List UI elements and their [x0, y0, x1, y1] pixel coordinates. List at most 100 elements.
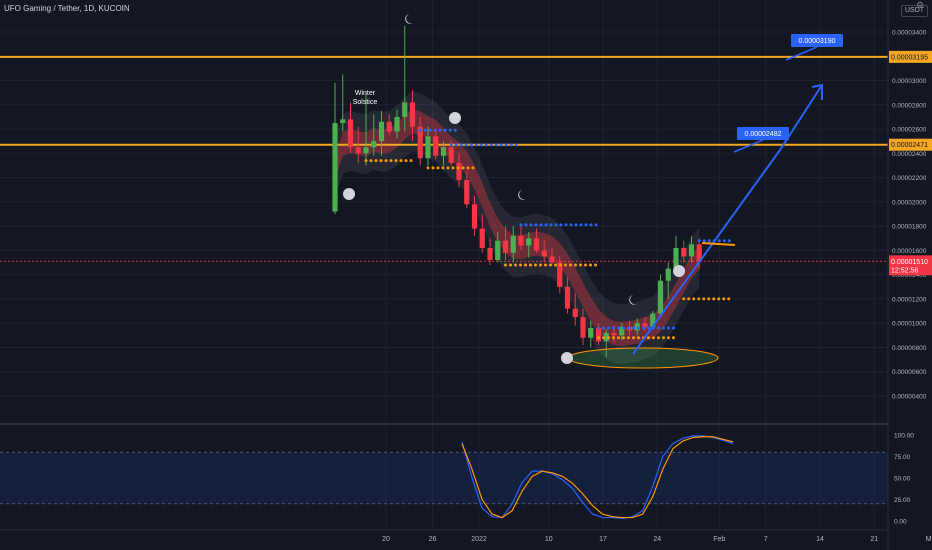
supertrend-dot — [449, 143, 453, 147]
time-axis[interactable]: 20 26 2022 10 17 24 Feb 7 14 21 M — [0, 529, 932, 543]
candle-body — [363, 147, 369, 154]
supertrend-dot — [594, 223, 598, 227]
price-axis[interactable]: 0.000034000.000032000.000030000.00002800… — [887, 0, 932, 550]
price-tick-label: 0.00002400 — [892, 151, 927, 158]
supertrend-dot — [464, 143, 468, 147]
price-tick-label: 0.00003000 — [892, 78, 927, 85]
supertrend-dot — [529, 223, 533, 227]
candle-body — [681, 247, 687, 257]
moon-phase-icon — [449, 112, 461, 124]
candle-body — [564, 286, 571, 309]
candle-body — [619, 326, 625, 336]
supertrend-dot — [514, 263, 517, 267]
last-price-label: 0.00001510 — [891, 259, 928, 266]
candles — [332, 25, 702, 358]
supertrend-dot — [469, 143, 473, 147]
price-tick-label: 0.00000800 — [892, 345, 927, 352]
resistance-mark — [701, 242, 736, 246]
supertrend-dot — [539, 263, 542, 267]
target-note-1: 0.00002482 — [745, 131, 782, 138]
supertrend-dot — [574, 223, 578, 227]
candle-body — [371, 141, 377, 148]
supertrend-dot — [702, 239, 706, 243]
supertrend-dot — [617, 336, 620, 340]
winter-solstice-label-1: Winter — [355, 90, 376, 97]
supertrend-dot — [384, 159, 388, 163]
supertrend-dot — [554, 223, 558, 227]
currency-label[interactable]: USDT — [901, 5, 929, 17]
supertrend-dot — [379, 159, 383, 163]
supertrend-dot — [717, 239, 721, 243]
supertrend-dot — [657, 336, 660, 340]
supertrend-dot — [727, 239, 731, 243]
level-price-badge — [889, 138, 932, 151]
supertrend-dot — [589, 263, 592, 267]
supertrend-dot — [722, 297, 726, 301]
candle-body — [332, 123, 338, 212]
candle-body — [688, 244, 695, 257]
time-tick-label: 17 — [599, 536, 607, 543]
chart-grid — [0, 0, 929, 530]
supertrend-dot — [399, 159, 403, 163]
oscillator-tick-label: 75.00 — [894, 454, 911, 461]
supertrend-dot — [466, 166, 470, 170]
price-tick-label: 0.00003400 — [892, 30, 927, 37]
supertrend-dot — [431, 166, 435, 170]
supertrend-dot — [539, 223, 543, 227]
projection-drawings[interactable]: 0.00002482 0.00003190 Winter Solstice — [343, 14, 843, 369]
supertrend-dot — [569, 263, 572, 267]
gear-icon[interactable]: ⚙ — [916, 0, 925, 10]
supertrend-dot — [509, 143, 513, 147]
chart-title[interactable]: UFO Gaming / Tether, 1D, KUCOIN — [4, 4, 130, 13]
supertrend-dot — [441, 166, 445, 170]
candle-body — [603, 332, 609, 342]
supertrend-dot — [687, 297, 691, 301]
candle-body — [425, 136, 431, 159]
supertrend-dot — [519, 223, 523, 227]
supertrend-dot — [423, 128, 427, 132]
ribbon-inner — [335, 109, 700, 346]
supertrend-dot — [418, 128, 422, 132]
supertrend-dot — [697, 297, 701, 301]
candle-body — [557, 262, 563, 287]
candle-body — [417, 126, 423, 159]
supertrend-dot — [499, 143, 503, 147]
supertrend-dot — [579, 263, 582, 267]
supertrend-dot — [642, 326, 645, 330]
projection-arrowhead — [811, 83, 823, 100]
oscillator-tick-label: 0.00 — [894, 519, 907, 526]
supertrend-dot — [438, 128, 442, 132]
crescent-moon-icon — [405, 14, 413, 24]
candle-body — [533, 238, 540, 251]
price-tick-label: 0.00002600 — [892, 127, 927, 134]
time-tick-label: 24 — [653, 536, 661, 543]
candle-body — [448, 147, 454, 164]
supertrend-dot — [612, 336, 615, 340]
supertrend-dot — [597, 336, 600, 340]
supertrend-dot — [622, 326, 625, 330]
supertrend-dot — [682, 297, 686, 301]
oscillator-tick-label: 100.00 — [894, 433, 914, 440]
supertrend-dot — [722, 239, 726, 243]
candle-body — [409, 102, 416, 127]
supertrend-dot — [559, 263, 562, 267]
time-tick-label: M — [926, 536, 932, 543]
accumulation-ellipse — [567, 347, 719, 369]
price-tick-label: 0.00001000 — [892, 321, 927, 328]
candle-body — [595, 328, 602, 342]
supertrend-dot — [433, 128, 437, 132]
candle-body — [657, 280, 664, 314]
supertrend-dot — [662, 336, 665, 340]
supertrend-dot — [409, 159, 413, 163]
supertrend-dot — [519, 263, 522, 267]
time-tick-label: 7 — [764, 536, 768, 543]
candle-body — [518, 235, 524, 246]
supertrend-dot — [446, 166, 450, 170]
supertrend-dot — [549, 263, 552, 267]
supertrend-dot — [504, 143, 508, 147]
supertrend-dot — [459, 143, 463, 147]
candle-body — [696, 244, 702, 262]
supertrend-dot — [479, 143, 483, 147]
supertrend-dot — [369, 159, 373, 163]
